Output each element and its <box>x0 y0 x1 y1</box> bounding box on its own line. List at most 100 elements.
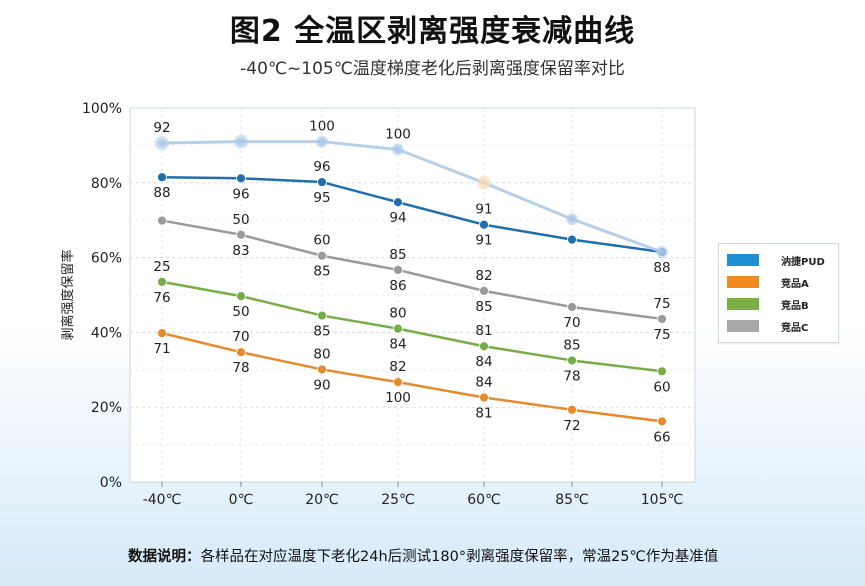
series-point <box>567 355 577 366</box>
y-tick-label: 100% <box>82 101 122 117</box>
y-tick-label: 40% <box>91 325 122 341</box>
data-label: 85 <box>389 247 406 263</box>
data-label: 96 <box>313 159 330 175</box>
data-label: 95 <box>313 190 330 206</box>
series-point <box>479 219 489 230</box>
x-tick-label: -40℃ <box>143 492 182 508</box>
data-label: 84 <box>389 337 406 353</box>
chart-data-labels: 88 96 95 96 94 91 91 88 92 100 100 71 78 70 90 80 100 82 8… <box>153 119 670 446</box>
data-label: 70 <box>232 329 249 345</box>
x-tick-label: 60℃ <box>467 492 501 508</box>
data-label: 60 <box>313 233 330 249</box>
legend-label: 竞品C <box>781 322 809 334</box>
x-tick-label: 20℃ <box>305 492 339 508</box>
data-label: 71 <box>153 341 170 357</box>
series-point <box>318 137 326 146</box>
x-tick-label: 25℃ <box>381 492 415 508</box>
series-point <box>567 302 577 312</box>
series-point <box>479 341 489 352</box>
series-point <box>393 265 403 275</box>
x-tick-label: 105℃ <box>641 492 683 508</box>
data-label: 85 <box>313 324 330 340</box>
chart-subtitle: -40℃~105℃温度梯度老化后剥离强度保留率对比 <box>240 59 625 79</box>
data-label: 50 <box>232 212 249 228</box>
legend-item: 汭捷PUD <box>727 252 825 268</box>
legend-label: 竞品A <box>781 278 809 290</box>
series-point <box>480 178 488 187</box>
data-label: 88 <box>153 185 170 201</box>
series-point <box>236 229 246 240</box>
data-label: 78 <box>232 360 249 376</box>
data-label: 66 <box>653 429 670 445</box>
legend-item: 竞品B <box>727 296 809 312</box>
y-axis-label: 剥离强度保留率 <box>60 249 76 340</box>
series-point <box>158 139 166 148</box>
data-label: 85 <box>563 337 580 353</box>
data-label: 86 <box>389 278 406 294</box>
series-point <box>317 177 327 187</box>
series-point <box>236 291 246 302</box>
series-point <box>658 247 666 256</box>
data-label: 85 <box>475 299 492 315</box>
legend-item: 竞品C <box>727 318 808 334</box>
data-label: 82 <box>475 268 492 284</box>
series-point <box>237 137 245 146</box>
data-label: 90 <box>313 377 330 393</box>
legend-item: 竞品A <box>727 274 809 290</box>
series-point <box>317 310 327 321</box>
series-point <box>157 172 167 183</box>
data-label: 100 <box>385 127 411 143</box>
y-tick-label: 80% <box>91 176 122 192</box>
legend-label: 竞品B <box>781 300 809 312</box>
series-point <box>157 215 167 226</box>
y-tick-label: 0% <box>100 475 122 491</box>
data-label: 83 <box>232 243 249 259</box>
chart-grid <box>129 107 696 483</box>
data-label: 50 <box>232 304 249 320</box>
chart-axes: 0% 20% 40% 60% 80% 100% -40℃ 0℃ 20℃ 25℃ 60℃ 85℃ 105℃… <box>60 101 683 508</box>
legend-swatch <box>727 254 759 266</box>
x-tick-label: 0℃ <box>229 492 254 508</box>
data-label: 72 <box>563 418 580 434</box>
data-label: 78 <box>563 368 580 384</box>
data-label: 75 <box>653 296 670 312</box>
data-label: 76 <box>153 290 170 306</box>
legend-swatch <box>727 320 759 332</box>
data-label: 100 <box>385 390 411 406</box>
data-note-text: 各样品在对应温度下老化24h后测试180°剥离强度保留率，常温25℃作为基准值 <box>200 549 719 565</box>
legend-label: 汭捷PUD <box>781 256 825 268</box>
data-label: 84 <box>475 354 492 370</box>
series-point <box>394 145 402 154</box>
series-point <box>393 377 403 388</box>
series-point <box>393 323 403 334</box>
data-label: 94 <box>389 210 406 226</box>
series-point <box>317 250 327 261</box>
data-note: 数据说明：各样品在对应温度下老化24h后测试180°剥离强度保留率，常温25℃作… <box>128 545 718 566</box>
series-point <box>393 197 403 208</box>
data-label: 82 <box>389 359 406 375</box>
data-label: 25 <box>153 259 170 275</box>
series-point <box>567 404 577 415</box>
data-label: 70 <box>563 315 580 331</box>
data-note-label: 数据说明： <box>128 549 201 565</box>
series-point <box>479 392 489 403</box>
chart-legend: 汭捷PUD 竞品A 竞品B 竞品C <box>718 243 839 343</box>
series-point <box>657 366 667 377</box>
data-label: 81 <box>475 323 492 339</box>
series-point <box>236 347 246 358</box>
y-tick-label: 20% <box>91 400 122 416</box>
series-point <box>157 328 167 339</box>
legend-swatch <box>727 276 759 288</box>
series-point <box>567 234 577 245</box>
series-point <box>479 285 489 296</box>
data-label: 84 <box>475 374 492 390</box>
data-label: 88 <box>653 260 670 276</box>
data-label: 80 <box>313 346 330 362</box>
data-label: 91 <box>475 233 492 249</box>
data-label: 100 <box>309 119 335 135</box>
data-label: 81 <box>475 405 492 421</box>
chart-series <box>155 134 668 427</box>
data-label: 60 <box>653 379 670 395</box>
series-point <box>657 416 667 427</box>
